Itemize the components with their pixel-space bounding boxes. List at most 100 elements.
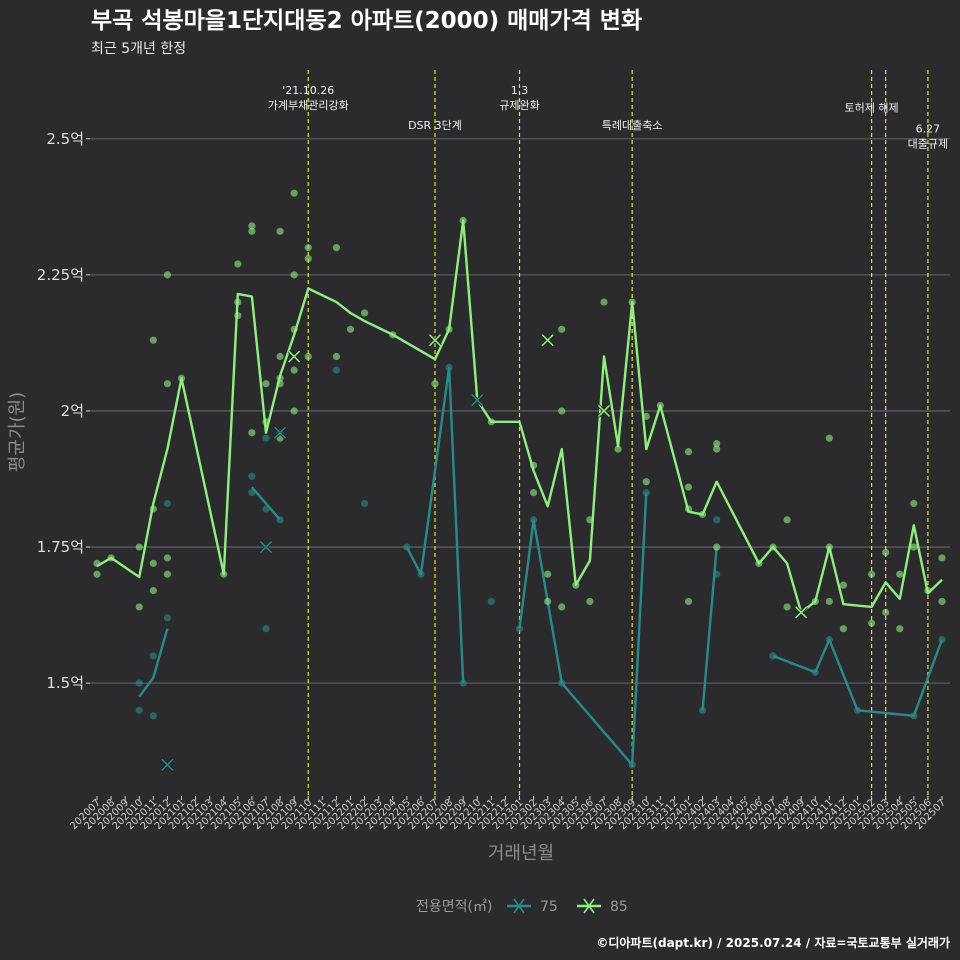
data-point-75 (642, 489, 650, 497)
data-point-85 (628, 298, 636, 306)
data-point-85 (163, 271, 172, 279)
data-point-75 (713, 516, 721, 524)
data-point-75 (445, 363, 453, 371)
data-point-85 (558, 407, 566, 415)
event-label: 6.27 (916, 123, 941, 136)
data-point-75 (403, 543, 411, 551)
data-point-85 (149, 336, 157, 344)
data-point-85 (276, 352, 284, 361)
data-point-75 (417, 570, 425, 578)
data-point-85 (882, 548, 890, 557)
x-axis-label: 거래년월 (488, 843, 554, 864)
data-point-85 (529, 489, 538, 497)
legend-items: 75 85 (507, 898, 628, 915)
data-point-85 (896, 625, 904, 633)
cancelled-marker-cross (274, 426, 287, 439)
data-point-75 (149, 652, 157, 660)
series-line-75 (138, 628, 169, 698)
data-point-85 (839, 625, 848, 633)
data-point-85 (642, 478, 650, 486)
data-point-75 (262, 434, 270, 442)
data-point-85 (177, 374, 186, 382)
chart-subtitle: 최근 5개년 한정 (91, 41, 186, 57)
data-point-85 (135, 603, 143, 611)
data-point-85 (445, 325, 453, 333)
data-point-85 (163, 554, 172, 562)
data-point-85 (769, 543, 777, 551)
cancelled-marker-cross (597, 404, 611, 418)
data-point-75 (135, 679, 143, 687)
cancelled-markers (160, 333, 808, 772)
data-point-85 (558, 603, 566, 611)
data-point-75 (149, 712, 157, 720)
y-tick-label: 1.5억 (46, 674, 84, 692)
data-point-85 (276, 380, 284, 388)
data-point-85 (290, 366, 298, 374)
legend-title: 전용면적(㎡) (416, 899, 492, 915)
series-points (93, 189, 946, 769)
cancelled-marker-75 (470, 393, 484, 407)
data-point-85 (290, 271, 298, 279)
data-point-85 (924, 586, 932, 595)
data-point-75 (938, 635, 946, 644)
data-point-85 (304, 352, 312, 361)
data-point-85 (713, 440, 721, 448)
data-point-85 (698, 510, 707, 518)
y-axis-label: 평균가(원) (7, 392, 28, 472)
data-point-85 (825, 597, 833, 606)
event-label: '21.10.26 (282, 84, 334, 97)
cancelled-marker-cross (428, 334, 442, 347)
data-point-75 (515, 625, 524, 633)
cancelled-marker-85 (794, 605, 808, 619)
data-point-75 (558, 679, 566, 687)
cancelled-marker-cross (161, 758, 174, 771)
data-point-85 (234, 298, 242, 306)
data-point-85 (290, 325, 298, 333)
data-point-75 (811, 668, 819, 676)
data-point-85 (149, 505, 157, 513)
data-point-85 (910, 499, 918, 508)
data-point-85 (276, 374, 284, 382)
data-point-85 (290, 407, 298, 415)
data-point-85 (346, 325, 355, 333)
data-point-75 (628, 761, 636, 769)
x-axis-ticks: 2020072020082020092020102020112020122021… (68, 796, 948, 832)
data-point-85 (234, 260, 242, 268)
data-point-85 (93, 570, 101, 578)
data-point-75 (248, 489, 256, 497)
data-point-85 (684, 448, 693, 456)
data-point-75 (332, 366, 341, 374)
legend-label: 85 (610, 899, 628, 915)
data-point-85 (783, 603, 791, 611)
y-tick-label: 1.75억 (37, 538, 84, 556)
data-point-85 (304, 244, 312, 252)
data-point-75 (360, 499, 369, 508)
data-point-75 (825, 635, 833, 644)
event-label: 1.3 (511, 84, 529, 97)
data-point-85 (276, 227, 284, 235)
cancelled-marker-85 (287, 349, 301, 364)
data-point-85 (107, 554, 115, 562)
data-point-85 (248, 429, 256, 437)
data-point-85 (642, 412, 650, 420)
series-line-75 (518, 492, 648, 766)
data-point-85 (825, 434, 833, 442)
data-point-85 (867, 619, 876, 627)
event-label: 가계부채관리강화 (268, 99, 349, 112)
data-point-85 (248, 222, 256, 230)
data-point-85 (135, 543, 143, 551)
data-point-85 (839, 581, 848, 589)
chart-title: 부곡 석봉마을1단지대동2 아파트(2000) 매매가격 변화 (91, 8, 642, 34)
data-point-75 (262, 505, 270, 513)
event-label: DSR 3단계 (408, 119, 462, 132)
data-point-85 (938, 597, 946, 606)
data-point-85 (713, 543, 721, 551)
data-point-75 (276, 516, 284, 524)
data-point-75 (529, 516, 538, 524)
data-point-85 (600, 298, 608, 306)
data-point-75 (459, 679, 467, 687)
cancelled-marker-cross (259, 540, 273, 554)
legend-swatch-cross (583, 898, 595, 914)
series-line-75 (772, 638, 944, 717)
data-point-85 (149, 586, 157, 595)
